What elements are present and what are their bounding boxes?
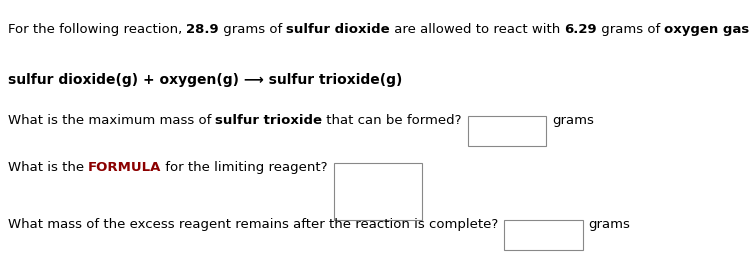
Text: .: .: [749, 23, 751, 36]
Text: that can be formed?: that can be formed?: [322, 114, 462, 127]
Text: oxygen gas: oxygen gas: [665, 23, 749, 36]
FancyBboxPatch shape: [504, 220, 583, 250]
Text: for the limiting reagent?: for the limiting reagent?: [161, 161, 327, 174]
FancyBboxPatch shape: [333, 162, 422, 220]
Text: FORMULA: FORMULA: [88, 161, 161, 174]
Text: 6.29: 6.29: [564, 23, 597, 36]
Text: grams of: grams of: [219, 23, 286, 36]
Text: grams of: grams of: [597, 23, 665, 36]
Text: sulfur dioxide(g) + oxygen(g) ⟶ sulfur trioxide(g): sulfur dioxide(g) + oxygen(g) ⟶ sulfur t…: [8, 73, 402, 87]
Text: 28.9: 28.9: [186, 23, 219, 36]
FancyBboxPatch shape: [468, 116, 547, 146]
Text: What is the: What is the: [8, 161, 88, 174]
Text: sulfur dioxide: sulfur dioxide: [286, 23, 390, 36]
Text: For the following reaction,: For the following reaction,: [8, 23, 186, 36]
Text: are allowed to react with: are allowed to react with: [390, 23, 564, 36]
Text: grams: grams: [589, 218, 631, 231]
Text: sulfur trioxide: sulfur trioxide: [215, 114, 322, 127]
Text: grams: grams: [553, 114, 594, 127]
Text: What is the maximum mass of: What is the maximum mass of: [8, 114, 215, 127]
Text: What mass of the excess reagent remains after the reaction is complete?: What mass of the excess reagent remains …: [8, 218, 498, 231]
